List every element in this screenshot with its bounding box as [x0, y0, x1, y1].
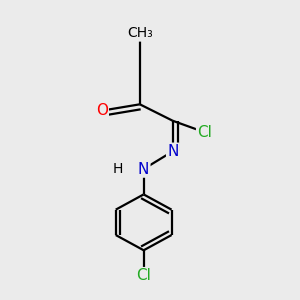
Text: O: O [96, 103, 108, 118]
Text: Cl: Cl [197, 125, 212, 140]
Text: N: N [167, 144, 178, 159]
Text: Cl: Cl [136, 268, 151, 283]
Text: H: H [113, 162, 124, 176]
Text: N: N [138, 161, 149, 176]
Text: CH₃: CH₃ [127, 26, 153, 40]
